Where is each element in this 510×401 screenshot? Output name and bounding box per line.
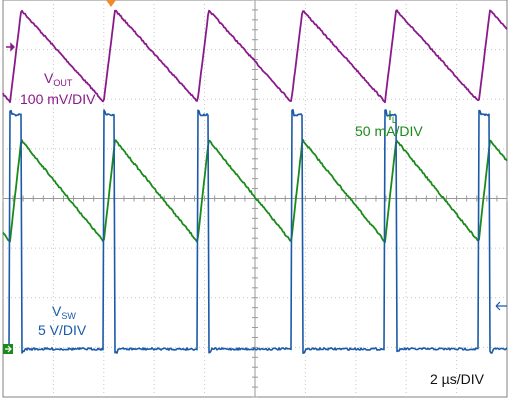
trace-group xyxy=(2,9,508,354)
ground-reference-marker xyxy=(3,344,13,354)
time-scale-label: 2 µs/DIV xyxy=(430,371,484,387)
vsw-label: VSW xyxy=(52,303,76,321)
vout-scale-label: 100 mV/DIV xyxy=(20,91,96,107)
trigger-level-marker xyxy=(495,301,507,311)
il-scale-label: 50 mA/DIV xyxy=(355,123,423,139)
il-trace xyxy=(2,139,508,243)
vout-label: VOUT xyxy=(44,70,73,88)
vout-trace xyxy=(2,9,508,104)
il-label: IL xyxy=(388,107,397,125)
vsw-trace xyxy=(2,109,508,354)
vsw-scale-label: 5 V/DIV xyxy=(38,322,87,338)
trigger-position-marker xyxy=(106,0,116,7)
vout-reference-marker xyxy=(6,42,15,52)
